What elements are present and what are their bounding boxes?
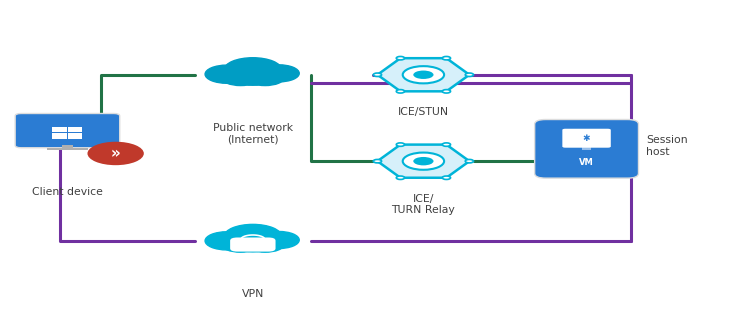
Bar [68, 133, 82, 139]
Circle shape [442, 90, 450, 93]
Circle shape [442, 56, 450, 60]
Text: VM: VM [580, 158, 594, 167]
Bar [582, 146, 591, 150]
FancyBboxPatch shape [230, 237, 276, 252]
Circle shape [396, 56, 404, 60]
Circle shape [231, 67, 275, 85]
Bar [68, 126, 82, 132]
Circle shape [205, 232, 249, 250]
Text: Session
host: Session host [646, 135, 687, 157]
Circle shape [246, 70, 285, 86]
Text: ICE/
TURN Relay: ICE/ TURN Relay [392, 193, 455, 215]
Circle shape [231, 234, 275, 252]
Circle shape [373, 73, 382, 77]
Circle shape [396, 143, 404, 146]
FancyBboxPatch shape [15, 113, 120, 148]
Circle shape [442, 143, 450, 146]
Circle shape [403, 153, 444, 170]
Text: VPN: VPN [241, 289, 264, 299]
FancyBboxPatch shape [535, 120, 638, 178]
Circle shape [224, 58, 282, 82]
Circle shape [221, 236, 259, 252]
Circle shape [413, 71, 433, 79]
Text: ✱: ✱ [583, 134, 591, 143]
Circle shape [224, 224, 282, 248]
Bar [53, 133, 67, 139]
Circle shape [259, 65, 299, 82]
Circle shape [259, 232, 299, 249]
Text: »: » [111, 146, 120, 161]
Bar [250, 244, 256, 247]
FancyBboxPatch shape [562, 128, 611, 148]
Circle shape [396, 90, 404, 93]
Bar [53, 126, 67, 132]
Circle shape [413, 157, 433, 165]
Circle shape [373, 159, 382, 163]
Polygon shape [377, 58, 470, 91]
Text: Client device: Client device [32, 188, 103, 197]
Circle shape [205, 65, 249, 83]
Circle shape [221, 70, 259, 86]
Polygon shape [377, 144, 470, 178]
Circle shape [403, 66, 444, 83]
Circle shape [465, 73, 473, 77]
Circle shape [465, 159, 473, 163]
Circle shape [248, 242, 258, 246]
Bar [47, 148, 88, 150]
Text: ICE/STUN: ICE/STUN [398, 107, 449, 117]
Circle shape [442, 176, 450, 179]
Bar [62, 145, 73, 149]
Text: Public network
(Internet): Public network (Internet) [212, 122, 293, 144]
Circle shape [396, 176, 404, 179]
Circle shape [246, 236, 285, 252]
Circle shape [88, 142, 144, 165]
